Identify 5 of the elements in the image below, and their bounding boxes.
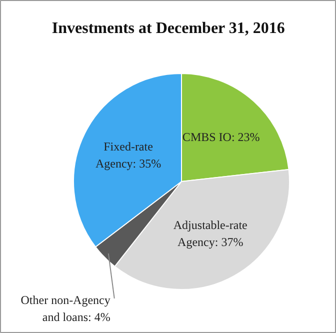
- slice-label: CMBS IO: 23%: [182, 130, 260, 144]
- slice-label: Adjustable-rate Agency: 37%: [173, 218, 248, 249]
- slice-label: Fixed-rate Agency: 35%: [95, 140, 162, 171]
- chart-title: Investments at December 31, 2016: [52, 20, 285, 37]
- slice-label: Other non-Agency and loans: 4%: [20, 293, 110, 324]
